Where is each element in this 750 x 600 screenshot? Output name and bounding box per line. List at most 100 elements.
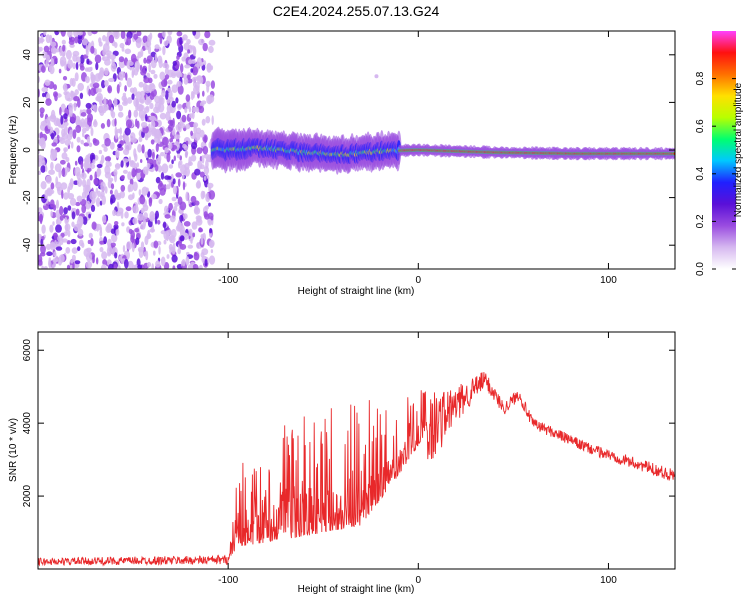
noise-speckle <box>195 106 200 113</box>
noise-speckle <box>43 31 47 36</box>
noise-speckle <box>43 45 50 53</box>
colorbar-ticks: 0.0 0.2 0.4 0.6 0.8 <box>695 71 736 276</box>
noise-speckle <box>74 160 78 166</box>
noise-speckle <box>178 121 183 128</box>
noise-speckle <box>163 184 167 192</box>
noise-speckle <box>73 102 77 112</box>
noise-speckle <box>113 263 118 269</box>
noise-speckle <box>138 136 143 143</box>
noise-speckle <box>61 189 64 199</box>
noise-speckle <box>107 85 113 94</box>
noise-speckle <box>81 242 85 248</box>
noise-speckle <box>107 251 111 257</box>
noise-speckle <box>85 261 93 269</box>
noise-speckle <box>85 44 89 53</box>
noise-speckle <box>67 230 71 238</box>
noise-speckle <box>209 231 212 238</box>
noise-speckle <box>90 204 96 212</box>
noise-speckle <box>92 159 96 165</box>
noise-speckle <box>164 147 169 154</box>
noise-speckle <box>134 153 138 162</box>
noise-speckle <box>92 138 97 144</box>
noise-speckle <box>160 256 166 267</box>
noise-speckle <box>136 172 141 181</box>
noise-speckle <box>210 80 215 89</box>
noise-speckle <box>150 139 155 145</box>
noise-speckle <box>192 31 197 36</box>
noise-speckle <box>107 99 113 108</box>
noise-speckle <box>70 238 77 245</box>
noise-speckle <box>59 215 64 221</box>
noise-speckle <box>159 180 163 187</box>
noise-speckle <box>56 199 59 209</box>
snr-plot-area <box>38 372 675 567</box>
noise-speckle <box>59 46 63 57</box>
noise-speckle <box>118 56 125 63</box>
noise-speckle <box>126 31 133 39</box>
noise-speckle <box>194 205 199 214</box>
noise-speckle <box>103 43 110 53</box>
noise-speckle <box>67 97 73 102</box>
noise-speckle <box>136 31 142 37</box>
noise-speckle <box>50 109 56 120</box>
noise-speckle <box>166 98 170 104</box>
noise-speckle <box>136 162 139 168</box>
noise-speckle <box>191 111 195 120</box>
noise-speckle <box>109 54 116 60</box>
noise-speckle <box>179 37 183 45</box>
noise-speckle <box>96 167 101 178</box>
noise-speckle <box>94 54 102 64</box>
noise-speckle <box>147 148 152 158</box>
noise-speckle <box>168 123 174 132</box>
noise-speckle <box>81 191 87 200</box>
noise-speckle <box>76 195 83 202</box>
noise-speckle <box>92 104 98 113</box>
colorbar-tick-label: 0.0 <box>695 262 706 276</box>
noise-speckle <box>77 31 83 36</box>
noise-speckle <box>74 89 79 96</box>
noise-speckle <box>61 238 68 243</box>
noise-speckle <box>114 221 119 226</box>
noise-speckle <box>88 142 93 148</box>
noise-speckle <box>137 143 142 153</box>
noise-speckle <box>192 66 198 76</box>
noise-speckle <box>114 252 118 259</box>
noise-speckle <box>171 100 176 108</box>
noise-speckle <box>173 155 176 162</box>
noise-speckle <box>153 73 158 79</box>
spectrogram-y-tick-label: 40 <box>22 49 33 61</box>
noise-speckle <box>124 211 129 219</box>
noise-speckle <box>72 62 77 69</box>
noise-speckle <box>188 106 192 113</box>
noise-speckle <box>205 116 211 124</box>
noise-speckle <box>53 259 57 268</box>
noise-speckle <box>108 34 115 44</box>
noise-speckle <box>104 80 109 87</box>
snr-panel: -100 0 100 2000 4000 6000 Height of straight… <box>8 331 676 595</box>
noise-speckle <box>104 137 111 147</box>
noise-speckle <box>104 67 109 76</box>
noise-speckle <box>76 136 81 143</box>
noise-speckle <box>178 219 181 228</box>
noise-speckle <box>62 52 66 57</box>
noise-speckle <box>135 99 139 107</box>
noise-speckle <box>160 152 165 157</box>
noise-speckle <box>111 233 118 243</box>
noise-speckle <box>54 239 57 250</box>
noise-speckle <box>106 118 111 128</box>
noise-speckle <box>41 265 44 269</box>
noise-speckle <box>113 97 118 108</box>
noise-speckle <box>115 211 122 217</box>
noise-speckle <box>141 186 149 196</box>
colorbar-tick-label: 0.4 <box>695 166 706 180</box>
spectrogram-y-ticks: -40 -20 0 20 40 <box>22 49 675 253</box>
noise-speckle <box>169 215 176 223</box>
noise-speckle <box>184 162 190 170</box>
snr-x-axis-label: Height of straight line (km) <box>298 584 415 595</box>
noise-speckle <box>53 232 58 241</box>
noise-speckle <box>89 174 93 181</box>
noise-speckle <box>114 163 121 170</box>
noise-speckle <box>128 109 132 119</box>
spectrogram-y-tick-label: -40 <box>22 238 33 253</box>
